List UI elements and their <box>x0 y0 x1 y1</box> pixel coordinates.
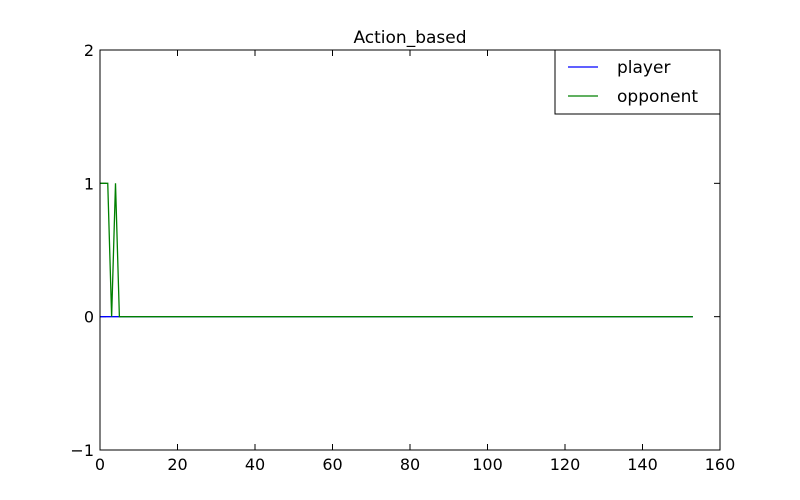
y-tick-label: 1 <box>84 174 94 193</box>
chart-title: Action_based <box>353 28 466 48</box>
y-tick-label: −1 <box>70 441 94 460</box>
y-tick-label: 2 <box>84 41 94 60</box>
axes-frame <box>99 49 721 451</box>
axes-border <box>99 49 721 451</box>
plot-area <box>100 50 720 450</box>
x-tick-label: 20 <box>167 455 187 474</box>
x-tick-label: 80 <box>400 455 420 474</box>
plot-background <box>100 50 720 450</box>
x-tick-label: 40 <box>245 455 265 474</box>
x-tick-label: 100 <box>472 455 503 474</box>
x-tick-label: 140 <box>627 455 658 474</box>
x-tick-label: 60 <box>322 455 342 474</box>
legend-box <box>554 49 721 115</box>
series-lines <box>100 182 693 318</box>
x-tick-label: 160 <box>705 455 736 474</box>
y-tick-label: 0 <box>84 308 94 327</box>
x-tick-label: 120 <box>550 455 581 474</box>
legend: player opponent <box>554 49 721 115</box>
legend-label-player: player <box>617 58 670 78</box>
legend-label-opponent: opponent <box>617 87 698 107</box>
series-line-opponent <box>100 182 693 318</box>
x-tick-label: 0 <box>95 455 105 474</box>
